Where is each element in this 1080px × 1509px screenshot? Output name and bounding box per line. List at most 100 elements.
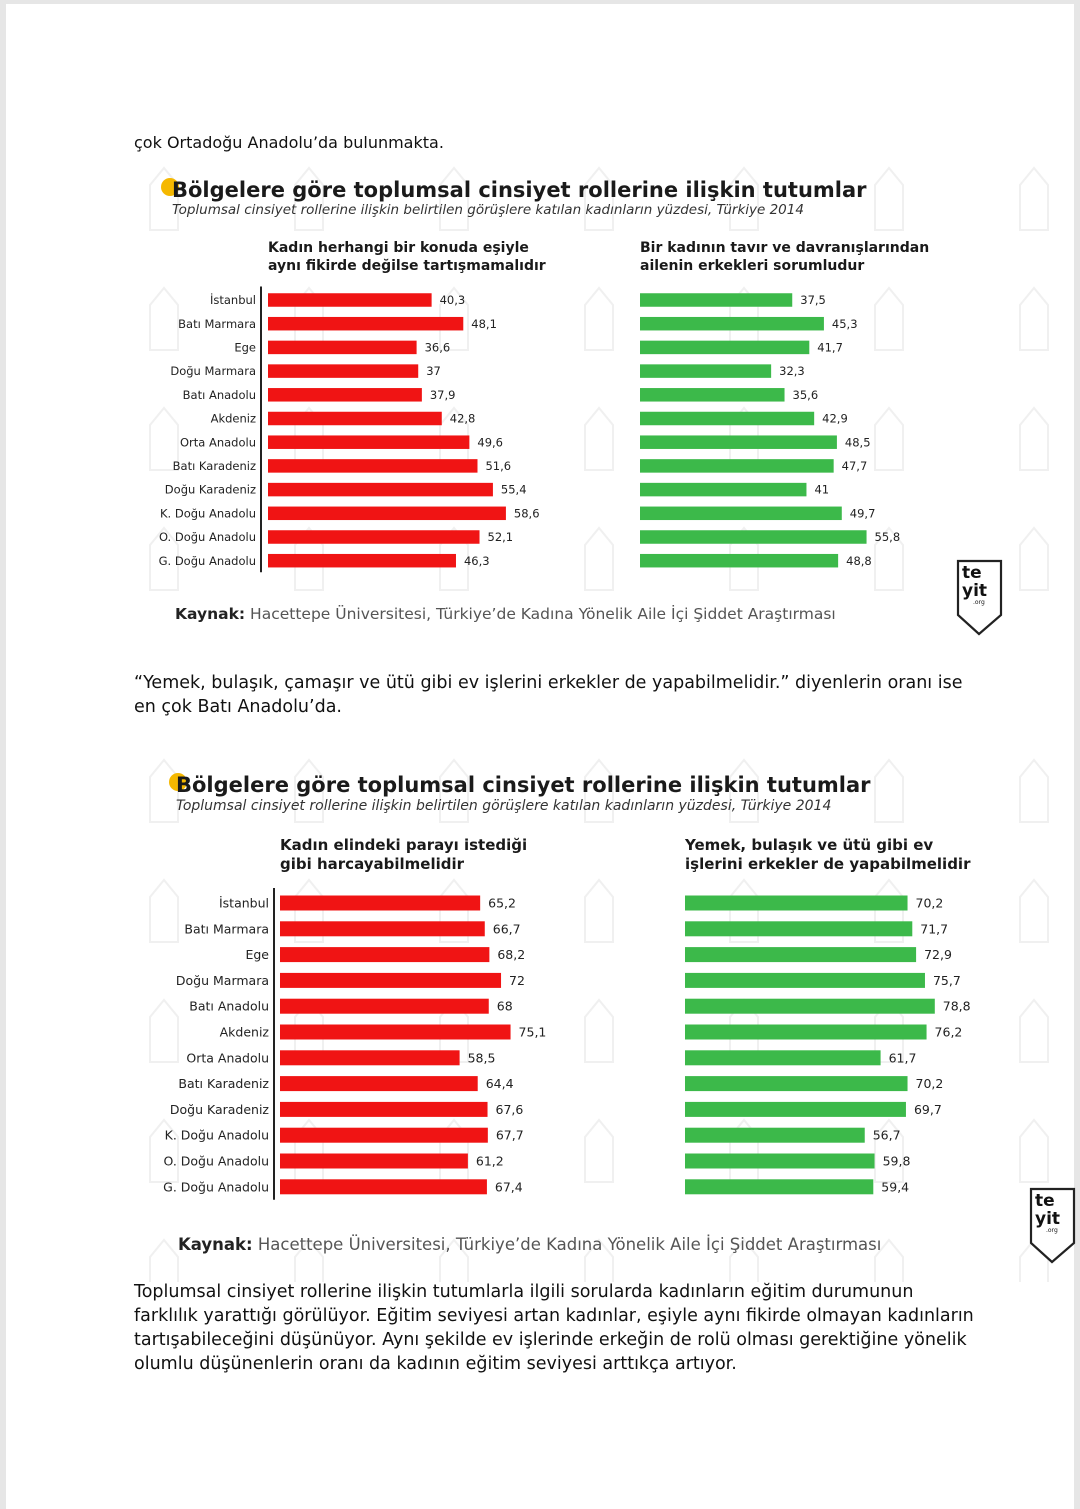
source-note: Kaynak: Hacettepe Üniversitesi, Türkiye’… [175, 604, 836, 623]
bar-series-2 [685, 1076, 908, 1092]
category-label: Batı Karadeniz [178, 1076, 269, 1091]
bar-series-2 [640, 411, 815, 426]
bar-value-label: 58,5 [468, 1050, 496, 1065]
bar-series-2 [685, 947, 917, 963]
watermark-shape [584, 878, 614, 943]
bar-series-2 [640, 506, 842, 521]
watermark-shape [584, 758, 614, 823]
bar-series-1 [280, 895, 481, 911]
bar-value-label: 42,8 [450, 412, 476, 426]
bar-value-label: 48,8 [846, 554, 872, 568]
bar-series-2 [685, 1050, 881, 1066]
chart-title: Bölgelere göre toplumsal cinsiyet roller… [176, 773, 871, 797]
bar-series-1 [268, 530, 480, 544]
bar-series-1 [280, 972, 502, 988]
watermark-shape [149, 1118, 179, 1183]
bar-series-1 [268, 482, 493, 497]
watermark-shape [874, 406, 904, 471]
bar-value-label: 59,8 [883, 1154, 911, 1169]
bar-value-label: 47,7 [842, 459, 868, 473]
bar-value-label: 67,6 [496, 1102, 524, 1117]
logo-text: .org [1046, 1227, 1058, 1234]
bar-value-label: 68 [497, 999, 513, 1014]
watermark-shape [1019, 1118, 1049, 1183]
bar-value-label: 64,4 [486, 1076, 514, 1091]
bar-series-2 [685, 1101, 906, 1117]
category-label: Ege [234, 341, 256, 355]
category-label: O. Doğu Anadolu [159, 530, 256, 544]
watermark-shape [584, 1118, 614, 1183]
watermark-shape [874, 1118, 904, 1183]
bar-value-label: 42,9 [822, 412, 848, 426]
watermark-shape [294, 166, 324, 231]
logo-frame [956, 559, 1003, 636]
document-page [6, 4, 1074, 1509]
watermark-shape [294, 1238, 324, 1282]
bar-series-2 [640, 316, 824, 331]
bar-value-label: 61,7 [889, 1050, 917, 1065]
bar-value-label: 46,3 [464, 554, 490, 568]
bar-value-label: 37,9 [430, 388, 456, 402]
bar-value-label: 75,7 [933, 973, 961, 988]
bar-value-label: 55,8 [875, 530, 901, 544]
bar-series-2 [685, 972, 925, 988]
bar-series-2 [640, 388, 785, 402]
bar-value-label: 68,2 [497, 947, 525, 962]
watermark-shape [874, 758, 904, 823]
category-label: Batı Marmara [184, 921, 269, 936]
category-label: Doğu Karadeniz [170, 1102, 270, 1117]
logo-text: te [1035, 1191, 1055, 1211]
watermark-shape [149, 286, 179, 351]
category-label: Batı Karadeniz [173, 459, 256, 473]
bar-series-1 [268, 340, 417, 355]
watermark-shape [1019, 406, 1049, 471]
category-label: Batı Anadolu [189, 999, 269, 1014]
watermark-shape [584, 526, 614, 591]
bar-series-1 [268, 506, 506, 521]
bar-series-2 [640, 435, 837, 449]
middle-paragraph-text: “Yemek, bulaşık, çamaşır ve ütü gibi ev … [134, 673, 963, 717]
bar-value-label: 40,3 [440, 293, 466, 307]
bar-value-label: 67,4 [495, 1179, 523, 1194]
title-dot-icon [161, 178, 179, 196]
category-label: Akdeniz [220, 1025, 270, 1040]
category-label: G. Doğu Anadolu [159, 554, 256, 568]
watermark-shape [1019, 286, 1049, 351]
watermark-shape [439, 1118, 469, 1183]
source-prefix: Kaynak: [178, 1235, 253, 1254]
watermark-shape [584, 286, 614, 351]
bar-value-label: 78,8 [943, 999, 971, 1014]
category-label: G. Doğu Anadolu [163, 1179, 269, 1194]
bar-value-label: 59,4 [881, 1179, 909, 1194]
bar-series-2 [685, 895, 908, 911]
watermark-shape [874, 1238, 904, 1282]
category-label: Batı Marmara [178, 317, 256, 331]
watermark-shape [439, 166, 469, 231]
bar-value-label: 51,6 [485, 459, 511, 473]
bar-value-label: 70,2 [916, 1076, 944, 1091]
bar-value-label: 49,7 [850, 506, 876, 520]
category-label: O. Doğu Anadolu [164, 1154, 270, 1169]
logo-frame [1029, 1187, 1076, 1264]
category-label: Doğu Marmara [176, 973, 269, 988]
bar-value-label: 61,2 [476, 1154, 504, 1169]
watermark-shape [729, 1238, 759, 1282]
watermark-shape [1019, 998, 1049, 1063]
watermark-shape [1019, 758, 1049, 823]
middle-paragraph: “Yemek, bulaşık, çamaşır ve ütü gibi ev … [134, 671, 974, 719]
watermark-shape [149, 166, 179, 231]
series-header-line: işlerini erkekler de yapabilmelidir [685, 855, 971, 873]
watermark-pattern [149, 166, 1049, 591]
bar-value-label: 76,2 [935, 1025, 963, 1040]
watermark-shape [149, 758, 179, 823]
watermark-shape [1019, 166, 1049, 231]
watermark-shape [439, 758, 469, 823]
source-text: Hacettepe Üniversitesi, Türkiye’de Kadın… [245, 604, 836, 623]
bar-series-1 [268, 459, 478, 473]
bar-value-label: 69,7 [914, 1102, 942, 1117]
bar-series-2 [685, 921, 913, 937]
chart-2: Bölgelere göre toplumsal cinsiyet roller… [0, 752, 1080, 1282]
category-label: Doğu Marmara [170, 364, 256, 378]
series-header-line: Kadın herhangi bir konuda eşiyle [268, 240, 529, 256]
